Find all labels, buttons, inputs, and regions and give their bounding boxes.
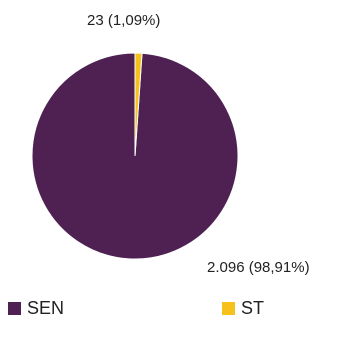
pie-slice-st — [134, 52, 143, 157]
legend-label-st: ST — [241, 298, 265, 318]
data-label-st: 23 (1,09%) — [87, 12, 160, 29]
legend-label-sen: SEN — [27, 298, 65, 318]
legend-item-st: ST — [222, 298, 264, 319]
legend-swatch-sen — [8, 302, 21, 315]
legend-swatch-st — [222, 302, 235, 315]
legend-item-sen: SEN — [8, 298, 64, 319]
data-label-sen: 2.096 (98,91%) — [207, 259, 310, 276]
